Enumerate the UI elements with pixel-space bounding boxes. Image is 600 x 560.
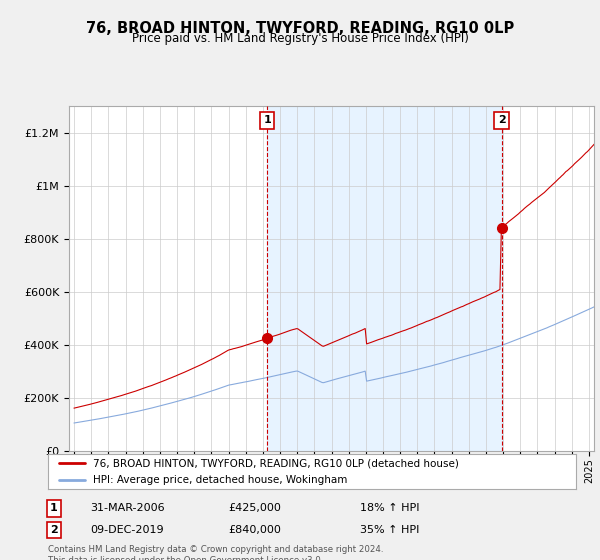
Text: 2: 2 bbox=[50, 525, 58, 535]
Text: 09-DEC-2019: 09-DEC-2019 bbox=[90, 525, 164, 535]
Text: 31-MAR-2006: 31-MAR-2006 bbox=[90, 503, 164, 514]
Text: 76, BROAD HINTON, TWYFORD, READING, RG10 0LP (detached house): 76, BROAD HINTON, TWYFORD, READING, RG10… bbox=[93, 458, 459, 468]
Text: 76, BROAD HINTON, TWYFORD, READING, RG10 0LP: 76, BROAD HINTON, TWYFORD, READING, RG10… bbox=[86, 21, 514, 36]
Text: 35% ↑ HPI: 35% ↑ HPI bbox=[360, 525, 419, 535]
Text: Price paid vs. HM Land Registry's House Price Index (HPI): Price paid vs. HM Land Registry's House … bbox=[131, 32, 469, 45]
Text: £425,000: £425,000 bbox=[228, 503, 281, 514]
Text: £840,000: £840,000 bbox=[228, 525, 281, 535]
Text: HPI: Average price, detached house, Wokingham: HPI: Average price, detached house, Woki… bbox=[93, 475, 347, 485]
Text: 1: 1 bbox=[50, 503, 58, 514]
Text: 18% ↑ HPI: 18% ↑ HPI bbox=[360, 503, 419, 514]
Text: 1: 1 bbox=[263, 115, 271, 125]
Bar bbox=[267, 106, 502, 451]
Text: Contains HM Land Registry data © Crown copyright and database right 2024.
This d: Contains HM Land Registry data © Crown c… bbox=[48, 545, 383, 560]
Text: 2: 2 bbox=[498, 115, 506, 125]
